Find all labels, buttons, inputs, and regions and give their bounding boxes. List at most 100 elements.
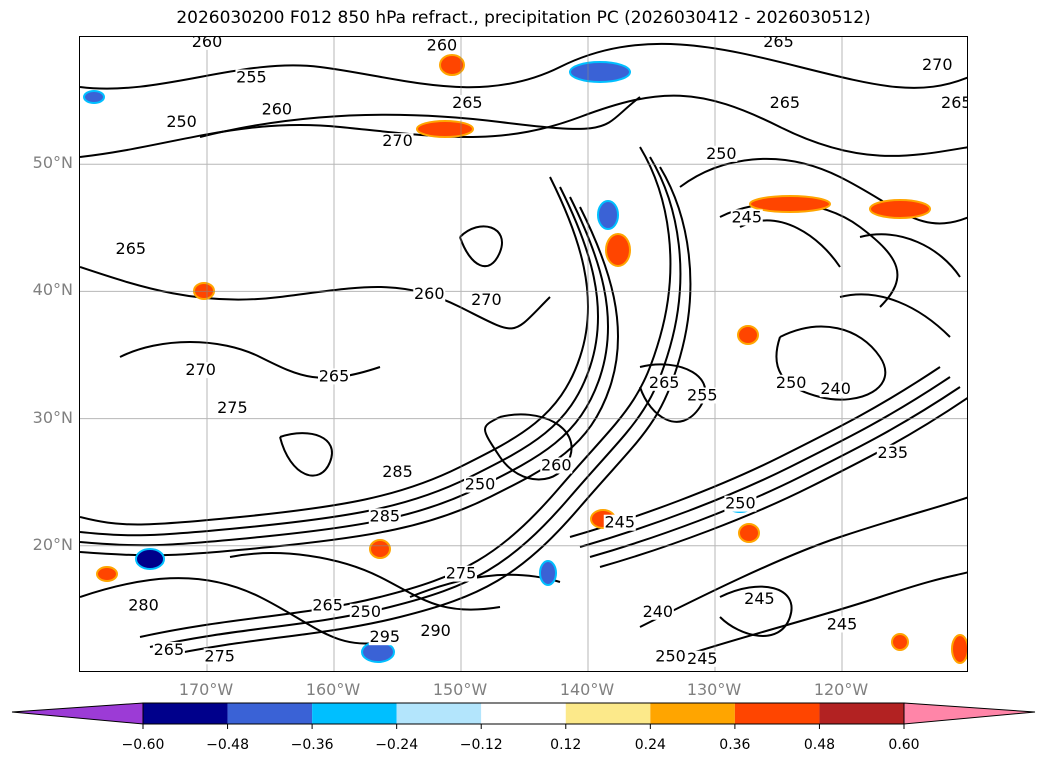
graticule (80, 37, 967, 671)
contour-label-bg (381, 133, 414, 150)
contour-label-bg (540, 457, 573, 474)
contour-label-bg (768, 94, 801, 111)
contour-label: 270 (185, 360, 216, 379)
contour-label-bg (743, 591, 776, 608)
contour-label: 265 (319, 366, 350, 385)
longitude-label: 120°W (813, 680, 869, 699)
contour-label: 275 (217, 398, 248, 417)
contour-label: 295 (370, 627, 401, 646)
contour-label-bg (451, 94, 484, 111)
contour-label-bg (730, 209, 763, 226)
contour-label: 275 (204, 646, 235, 665)
colorbar-tick-label: 0.48 (803, 737, 836, 753)
contour-label: 280 (128, 595, 159, 614)
contour-label-bg (368, 629, 401, 646)
contour-label-bg (425, 37, 458, 54)
contour-label: 265 (770, 93, 801, 112)
precip-patch (416, 120, 474, 138)
precip-patch (891, 633, 909, 651)
colorbar-tick-label: 0.24 (634, 737, 666, 753)
latitude-label: 50°N (32, 153, 73, 173)
contour-label: 250 (350, 602, 381, 621)
contour-label: 250 (706, 144, 737, 163)
precip-patch (369, 539, 391, 559)
colorbar-segment (650, 703, 735, 724)
colorbar-segment (143, 703, 228, 724)
contour-label-bg (603, 514, 636, 531)
contour-label: 250 (655, 646, 686, 665)
colorbar-tick-label: 0.60 (888, 737, 920, 753)
colorbar-segment (396, 703, 482, 724)
contour-label-bg (127, 597, 160, 614)
contour-label: 260 (262, 99, 293, 118)
contour-labels: 260 260 2652702652552602502652702652502452… (114, 37, 968, 668)
contour-label: 255 (236, 68, 267, 87)
contour-label-bg (191, 37, 223, 50)
contour-label-bg (940, 94, 967, 111)
contour-label-bg (165, 114, 198, 131)
precip-patch (569, 61, 631, 83)
colorbar-frame (142, 702, 905, 725)
contour-label-bg (260, 101, 293, 118)
contour-label: 250 (776, 373, 807, 392)
contour-label-bg (654, 648, 687, 665)
contour-label: 275 (446, 564, 477, 583)
longitude-label: 170°W (178, 680, 234, 699)
contour-label-bg (413, 285, 446, 302)
precip-patch (597, 200, 619, 230)
contour-label-bg (775, 374, 808, 391)
colorbar-tick-label: 0.36 (719, 737, 751, 753)
map-panel[interactable]: 260 260 265 270 265 255 260 250 265 270 265 250 245 2… (79, 36, 968, 672)
contour-label: 260 (414, 284, 445, 303)
colorbar-high-extend (903, 702, 1036, 725)
contour-label: 240 (820, 379, 851, 398)
contour-label-bg (921, 56, 954, 73)
contour-label-bg (762, 37, 795, 50)
contour-label: 265 (154, 640, 185, 659)
contour-label-bg (184, 362, 217, 379)
colorbar-segment (312, 703, 397, 724)
colorbar-tick-label: −0.60 (121, 737, 165, 753)
contour-label: 265 (649, 373, 680, 392)
contour-label-bg (152, 641, 185, 658)
contour-label: 240 (643, 602, 674, 621)
precip-patch (951, 634, 967, 664)
contour-label: 265 (116, 239, 147, 258)
colorbar-segment (734, 703, 820, 724)
precip-patch (869, 199, 931, 219)
colorbar-tick-label: −0.48 (206, 737, 249, 753)
colorbar-low-extend (11, 702, 144, 725)
map-canvas[interactable]: 260 260 2652702652552602502652702652502452… (80, 37, 968, 672)
contour-label-bg (349, 603, 382, 620)
contour-label-bg (235, 69, 268, 86)
contour-label-bg (464, 476, 497, 493)
longitude-label: 140°W (559, 680, 615, 699)
contour-label-bg (203, 648, 236, 665)
latitude-label: 20°N (32, 534, 73, 554)
contour-label: 245 (827, 614, 858, 633)
colorbar-tick-label: 0.12 (550, 737, 582, 753)
colorbar-segment (819, 703, 904, 724)
contour-label: 255 (687, 386, 718, 405)
contour-label-bg (705, 145, 738, 162)
contour-label-bg (445, 565, 477, 582)
contour-label-bg (381, 463, 414, 480)
precip-patch (96, 566, 118, 582)
colorbar-segment (481, 703, 566, 724)
precip-patch (539, 560, 557, 586)
contour-label-bg (216, 400, 249, 417)
contour-label: 235 (878, 443, 909, 462)
contour-label: 265 (452, 93, 483, 112)
contour-label: 265 (941, 93, 968, 112)
contour-label-bg (318, 368, 350, 385)
colorbar-segment (227, 703, 313, 724)
contour-label-bg (419, 622, 452, 639)
contour-label-bg (470, 292, 503, 309)
precip-patch (737, 325, 759, 345)
contour-label: 250 (725, 494, 756, 513)
contour-label: 265 (763, 37, 794, 51)
contour-label-bg (686, 387, 719, 404)
contour-label: 245 (604, 513, 635, 532)
contour-label: 245 (687, 649, 718, 668)
contour-label: 250 (166, 112, 197, 131)
